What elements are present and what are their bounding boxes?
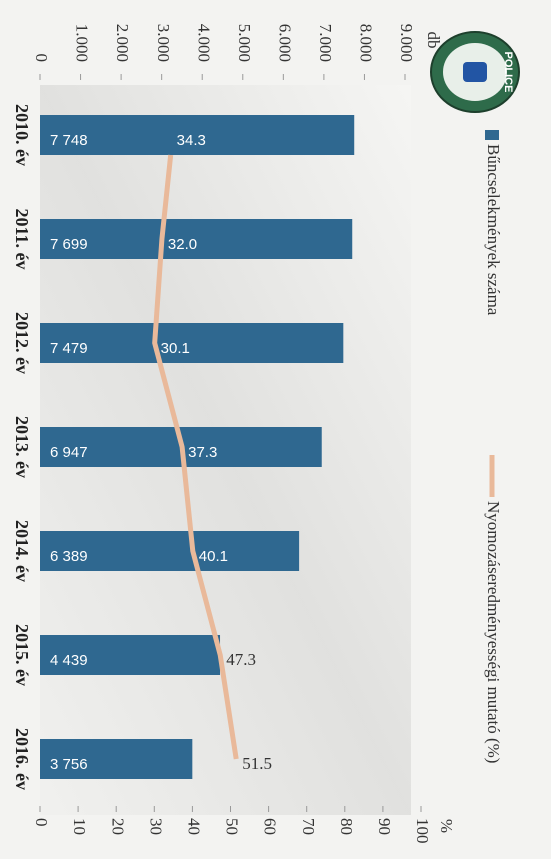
bar-value-label: 7 748 <box>50 132 88 149</box>
x-tick-label: 2015. év <box>12 624 32 686</box>
y-axis-title: db <box>424 32 443 49</box>
y2-axis-title: % <box>437 819 456 833</box>
x-tick-label: 2012. év <box>12 312 32 374</box>
y-tick-label: 9.000 <box>397 24 416 62</box>
police-logo: POLICE <box>430 31 520 113</box>
x-tick-label: 2016. év <box>12 728 32 790</box>
legend-label: Bűncselekmények száma <box>484 144 503 316</box>
y-tick-label: 8.000 <box>357 24 376 62</box>
y2-tick-label: 0 <box>32 818 51 827</box>
bar <box>40 323 344 363</box>
line-value-label: 34.3 <box>177 132 206 149</box>
line-value-label: 40.1 <box>199 548 228 565</box>
y2-tick-label: 90 <box>375 818 394 835</box>
line-value-label: 32.0 <box>168 236 197 253</box>
y2-tick-label: 30 <box>146 818 165 835</box>
bar-value-label: 3 756 <box>50 756 88 773</box>
legend-marker <box>485 130 499 140</box>
line-value-label: 47.3 <box>226 650 256 669</box>
y-tick-label: 1.000 <box>73 24 92 62</box>
bar-value-label: 6 389 <box>50 548 88 565</box>
x-tick-label: 2013. év <box>12 416 32 478</box>
y2-tick-label: 80 <box>337 818 356 835</box>
y-tick-label: 2.000 <box>113 24 132 62</box>
logo-shield <box>463 62 487 82</box>
logo-text: POLICE <box>502 52 514 93</box>
y2-tick-label: 70 <box>299 818 318 835</box>
x-tick-label: 2011. év <box>12 209 32 270</box>
y-tick-label: 6.000 <box>275 24 294 62</box>
line <box>152 154 239 760</box>
bar <box>40 739 193 779</box>
bar <box>40 635 221 675</box>
y-tick-label: 3.000 <box>154 24 173 62</box>
legend-label: Nyomozáseredményességi mutató (%) <box>484 501 503 763</box>
y2-tick-label: 40 <box>184 818 203 835</box>
bar-value-label: 4 439 <box>50 652 88 669</box>
line-value-label: 30.1 <box>161 340 190 357</box>
x-tick-label: 2010. év <box>12 104 32 166</box>
legend: Bűncselekmények száma Nyomozáseredményess… <box>484 130 503 763</box>
y-tick-label: 7.000 <box>316 24 335 62</box>
bar <box>40 531 300 571</box>
bar-value-label: 7 699 <box>50 236 88 253</box>
line-value-label: 37.3 <box>188 444 217 461</box>
y-tick-label: 0 <box>32 54 51 63</box>
y2-tick-label: 50 <box>223 818 242 835</box>
bar <box>40 219 353 259</box>
y2-tick-label: 60 <box>261 818 280 835</box>
y-tick-label: 4.000 <box>194 24 213 62</box>
bar-value-label: 6 947 <box>50 444 88 461</box>
y-tick-label: 5.000 <box>235 24 254 62</box>
line-value-label: 51.5 <box>242 754 272 773</box>
y2-tick-label: 20 <box>108 818 127 835</box>
y2-tick-label: 10 <box>70 818 89 835</box>
bar-value-label: 7 479 <box>50 340 88 357</box>
x-tick-label: 2014. év <box>12 520 32 582</box>
y2-tick-label: 100 <box>413 818 432 844</box>
bar <box>39 115 355 155</box>
